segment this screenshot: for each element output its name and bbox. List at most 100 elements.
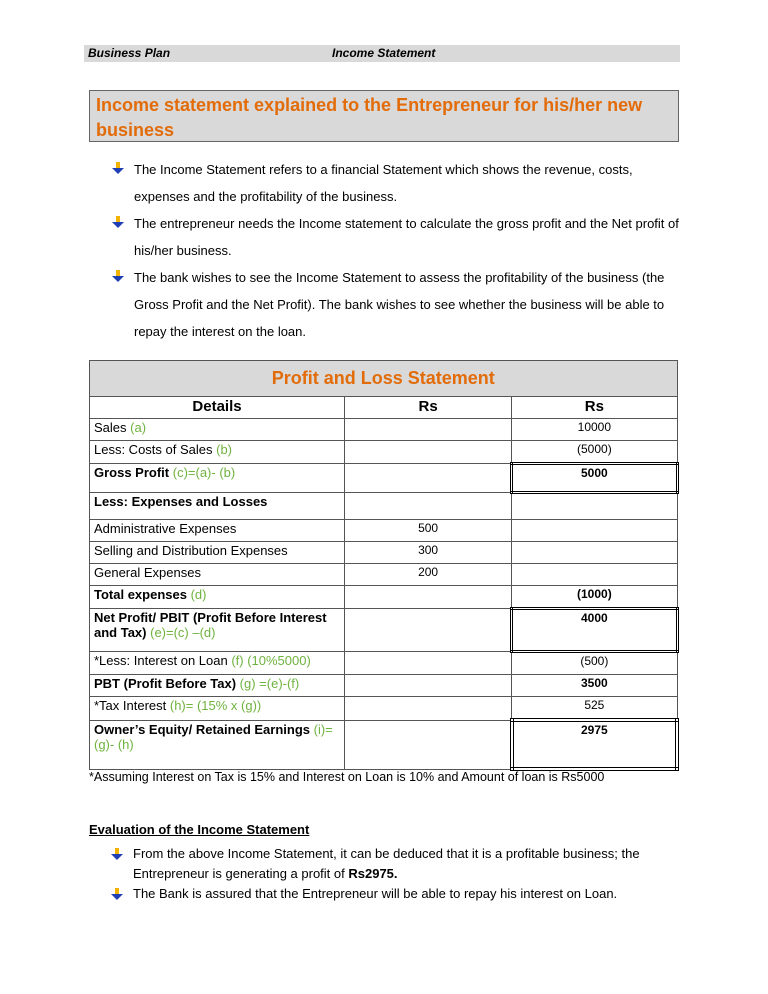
label-text: General Expenses <box>94 565 201 580</box>
table-row: *Tax Interest (h)= (15% x (g)) 525 <box>88 696 678 721</box>
table-row: Net Profit/ PBIT (Profit Before Interest… <box>88 607 679 653</box>
total-value: 525 <box>511 696 678 721</box>
total-value <box>511 541 678 564</box>
title-box: Income statement explained to the Entrep… <box>89 90 679 142</box>
total-value: (500) <box>511 651 678 675</box>
arrow-down-icon <box>111 888 123 900</box>
subtotal-value <box>344 463 513 493</box>
row-label: Less: Costs of Sales (b) <box>88 440 346 464</box>
subtotal-value: 200 <box>344 563 513 586</box>
subtotal-value: 300 <box>344 541 513 564</box>
table-row: Gross Profit (c)=(a)- (b) 5000 <box>88 462 679 494</box>
running-header: Business Plan Income Statement <box>84 45 680 62</box>
table-row: Sales (a) 10000 <box>88 418 678 441</box>
row-label: Total expenses (d) <box>88 585 346 609</box>
formula-tag: (a) <box>130 420 147 435</box>
bullet-item: From the above Income Statement, it can … <box>89 844 689 884</box>
arrow-down-icon <box>112 270 124 282</box>
header-details: Details <box>88 396 346 419</box>
row-label: *Less: Interest on Loan (f) (10%5000) <box>88 651 346 675</box>
table-title: Profit and Loss Statement <box>89 360 678 397</box>
row-label: PBT (Profit Before Tax) (g) =(e)-(f) <box>88 674 346 697</box>
bullet-list: The Income Statement refers to a financi… <box>112 156 682 345</box>
total-value: 5000 <box>510 462 679 494</box>
subtotal-value <box>344 440 513 464</box>
formula-tag: (h)= (15% x (g)) <box>169 698 262 713</box>
header-left: Business Plan <box>88 46 171 60</box>
total-value <box>511 492 678 520</box>
bullet-text: From the above Income Statement, it can … <box>133 846 640 881</box>
label-text: Sales <box>94 420 131 435</box>
total-value: 4000 <box>510 607 679 653</box>
row-label: Selling and Distribution Expenses <box>88 541 346 564</box>
table-row: General Expenses 200 <box>88 563 678 586</box>
profit-amount: Rs2975. <box>348 866 398 881</box>
total-value: 10000 <box>511 418 678 441</box>
formula-tag: (i)=(g)- (h) <box>94 721 333 752</box>
table-row: PBT (Profit Before Tax) (g) =(e)-(f) 3500 <box>88 674 678 697</box>
total-value: (5000) <box>511 440 678 464</box>
bullet-item: The Bank is assured that the Entrepreneu… <box>89 884 689 904</box>
row-label: Sales (a) <box>88 418 346 441</box>
arrow-down-icon <box>111 848 123 860</box>
subtotal-value <box>344 719 513 770</box>
page-title: Income statement explained to the Entrep… <box>96 95 643 140</box>
table-row: Total expenses (d) (1000) <box>88 585 678 609</box>
total-value: 2975 <box>509 718 680 771</box>
formula-tag: (e)=(c) –(d) <box>150 625 216 640</box>
subtotal-value <box>344 492 513 520</box>
row-label: *Tax Interest (h)= (15% x (g)) <box>88 696 346 721</box>
row-label: General Expenses <box>88 563 346 586</box>
total-value <box>511 563 678 586</box>
bullet-text: The entrepreneur needs the Income statem… <box>134 216 679 258</box>
subtotal-value <box>344 696 513 721</box>
table-row: Less: Costs of Sales (b) (5000) <box>88 440 678 464</box>
formula-tag: (d) <box>190 587 207 602</box>
row-label: Administrative Expenses <box>88 519 346 542</box>
bullet-text: The Bank is assured that the Entrepreneu… <box>133 886 618 901</box>
arrow-down-icon <box>112 216 124 228</box>
bullet-item: The Income Statement refers to a financi… <box>112 156 682 210</box>
label-text: Total expenses <box>94 587 191 602</box>
row-label: Less: Expenses and Losses <box>88 492 346 520</box>
total-value: (1000) <box>511 585 678 609</box>
subtotal-value <box>344 418 513 441</box>
row-label: Gross Profit (c)=(a)- (b) <box>88 463 346 493</box>
table-row: *Less: Interest on Loan (f) (10%5000) (50… <box>88 651 678 675</box>
subtotal-value <box>344 651 513 675</box>
evaluation-section: Evaluation of the Income Statement From … <box>89 820 689 904</box>
label-text: Administrative Expenses <box>94 521 237 536</box>
header-right: Income Statement <box>332 46 436 60</box>
arrow-down-icon <box>112 162 124 174</box>
formula-tag: (c)=(a)- (b) <box>172 465 236 480</box>
bullet-text: The bank wishes to see the Income Statem… <box>134 270 665 339</box>
subtotal-value <box>344 674 513 697</box>
footnote: *Assuming Interest on Tax is 15% and Int… <box>89 770 605 784</box>
label-text: *Tax Interest <box>94 698 170 713</box>
table-row: Administrative Expenses 500 <box>88 519 678 542</box>
formula-tag: (f) (10%5000) <box>231 653 311 668</box>
subtotal-value <box>344 608 513 652</box>
row-label: Net Profit/ PBIT (Profit Before Interest… <box>88 608 346 652</box>
total-value <box>511 519 678 542</box>
row-label: Owner’s Equity/ Retained Earnings (i)=(g… <box>88 719 346 770</box>
formula-tag: (b) <box>216 442 233 457</box>
label-text: Owner’s Equity/ Retained Earnings <box>94 721 314 737</box>
table-row: Owner’s Equity/ Retained Earnings (i)=(g… <box>88 718 680 771</box>
total-value: 3500 <box>511 674 678 697</box>
subtotal-value: 500 <box>344 519 513 542</box>
table-row: Less: Expenses and Losses <box>88 492 678 520</box>
formula-tag: (g) =(e)-(f) <box>239 676 300 691</box>
bullet-text: The Income Statement refers to a financi… <box>134 162 633 204</box>
label-text: *Less: Interest on Loan <box>94 653 232 668</box>
label-text: Net Profit/ PBIT (Profit Before Interest… <box>94 610 327 640</box>
evaluation-heading: Evaluation of the Income Statement <box>89 822 310 837</box>
header-rs-1: Rs <box>344 396 513 419</box>
label-text: PBT (Profit Before Tax) <box>94 676 240 691</box>
label-text: Less: Expenses and Losses <box>94 494 268 509</box>
table-row: Selling and Distribution Expenses 300 <box>88 541 678 564</box>
profit-loss-table: Profit and Loss Statement Details Rs Rs … <box>88 360 680 771</box>
label-text: Gross Profit <box>94 465 173 480</box>
label-text: Less: Costs of Sales <box>94 442 217 457</box>
